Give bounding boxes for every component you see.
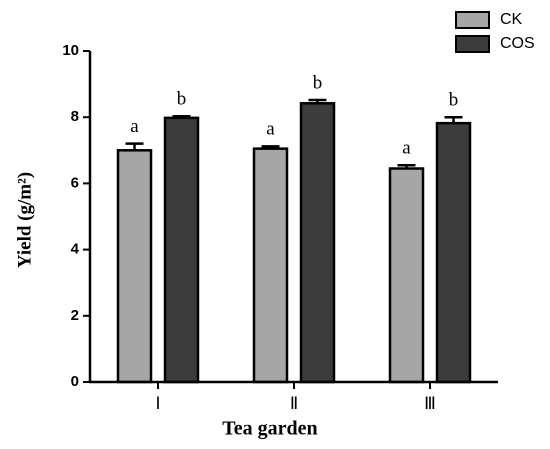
bar xyxy=(252,147,289,384)
x-axis-label: Tea garden xyxy=(222,418,317,440)
bar xyxy=(116,149,153,384)
legend-swatch xyxy=(455,35,490,53)
significance-letter: b xyxy=(449,90,459,111)
x-tick-label: Ⅰ xyxy=(155,394,160,413)
significance-letter: a xyxy=(130,116,139,137)
significance-letter: b xyxy=(177,89,187,110)
significance-letter: a xyxy=(402,138,411,159)
legend-label: CK xyxy=(500,11,523,28)
bar xyxy=(388,167,425,384)
legend-swatch xyxy=(455,11,490,29)
x-tick-label: Ⅱ xyxy=(290,394,298,413)
significance-letter: a xyxy=(266,119,275,140)
significance-letter: b xyxy=(313,72,323,93)
y-tick-label: 10 xyxy=(62,42,79,59)
y-tick-label: 6 xyxy=(71,174,79,191)
y-axis-label: Yield (g/m²) xyxy=(14,172,35,268)
legend-label: COS xyxy=(500,35,535,52)
y-tick-label: 2 xyxy=(71,307,79,324)
bar xyxy=(299,102,336,384)
y-tick-label: 4 xyxy=(71,241,80,258)
y-tick-label: 8 xyxy=(71,108,79,125)
bar xyxy=(435,121,472,384)
x-tick-label: Ⅲ xyxy=(424,394,436,413)
y-tick-label: 0 xyxy=(71,373,79,390)
bar xyxy=(163,116,200,384)
